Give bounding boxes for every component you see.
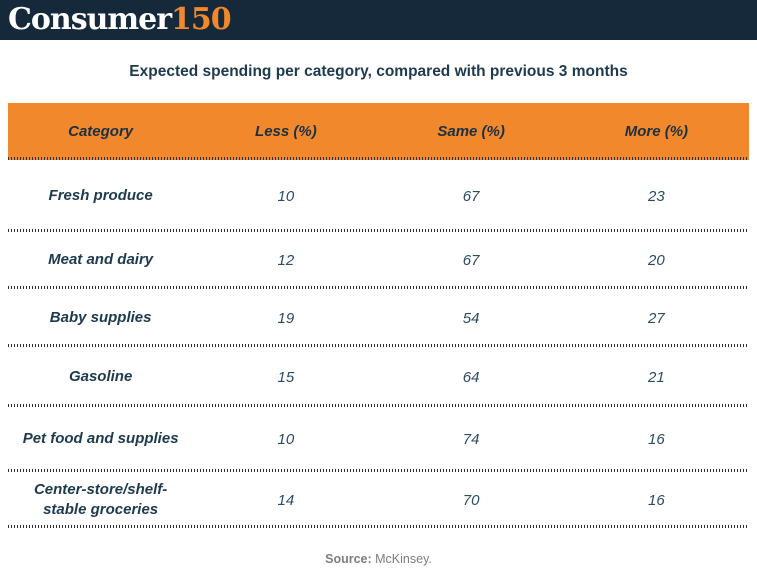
row-category-label: Baby supplies: [49, 308, 152, 326]
table-row: Fresh produce 10 67 23: [8, 160, 749, 232]
row-same-value: 70: [462, 491, 480, 509]
row-more-value: 27: [648, 309, 665, 327]
row-category-label: Meat and dairy: [48, 251, 154, 269]
title-area: Expected spending per category, compared…: [0, 40, 757, 103]
row-same-value: 54: [462, 309, 480, 327]
table-row: Center-store/shelf-stable groceries 14 7…: [8, 472, 749, 528]
source-label: Source:: [325, 552, 372, 566]
column-header-category: Category: [68, 123, 134, 140]
table-row: Meat and dairy 12 67 20: [8, 232, 749, 289]
source-note: Source: McKinsey.: [0, 552, 757, 566]
table-header-row: Category Less (%) Same (%) More (%): [8, 103, 749, 160]
brand-logo: Consumer150: [0, 0, 232, 40]
table-row: Pet food and supplies 10 74 16: [8, 407, 749, 472]
row-more-value: 21: [648, 368, 665, 386]
row-less-value: 10: [277, 187, 295, 205]
row-more-value: 16: [648, 491, 665, 509]
column-header-more: More (%): [624, 123, 689, 140]
brand-logo-150: 150: [171, 2, 232, 37]
chart-title: Expected spending per category, compared…: [129, 62, 628, 80]
source-value: McKinsey.: [375, 552, 432, 566]
row-more-value: 16: [648, 431, 665, 448]
brand-logo-consumer: Consumer: [8, 2, 172, 37]
brand-bar: Consumer150: [0, 0, 757, 40]
row-more-value: 20: [648, 252, 665, 269]
spending-table: Category Less (%) Same (%) More (%) Fres…: [8, 103, 749, 528]
row-category-label: Pet food and supplies: [22, 430, 179, 448]
row-more-value: 23: [648, 187, 665, 205]
table-row: Gasoline 15 64 21: [8, 347, 749, 407]
row-category-label: Fresh produce: [48, 186, 153, 204]
row-less-value: 14: [277, 491, 295, 509]
row-less-value: 12: [277, 252, 295, 269]
row-same-value: 67: [462, 252, 480, 269]
column-header-less: Less (%): [255, 123, 317, 140]
row-category-label: Center-store/shelf-stable groceries: [33, 480, 168, 518]
column-header-same: Same (%): [437, 123, 505, 140]
row-category-label: Gasoline: [68, 367, 133, 385]
row-less-value: 10: [277, 431, 295, 448]
row-same-value: 74: [462, 431, 480, 448]
row-same-value: 64: [462, 368, 480, 386]
row-same-value: 67: [462, 187, 480, 205]
row-less-value: 15: [277, 368, 295, 386]
row-less-value: 19: [277, 309, 295, 327]
table-row: Baby supplies 19 54 27: [8, 289, 749, 347]
